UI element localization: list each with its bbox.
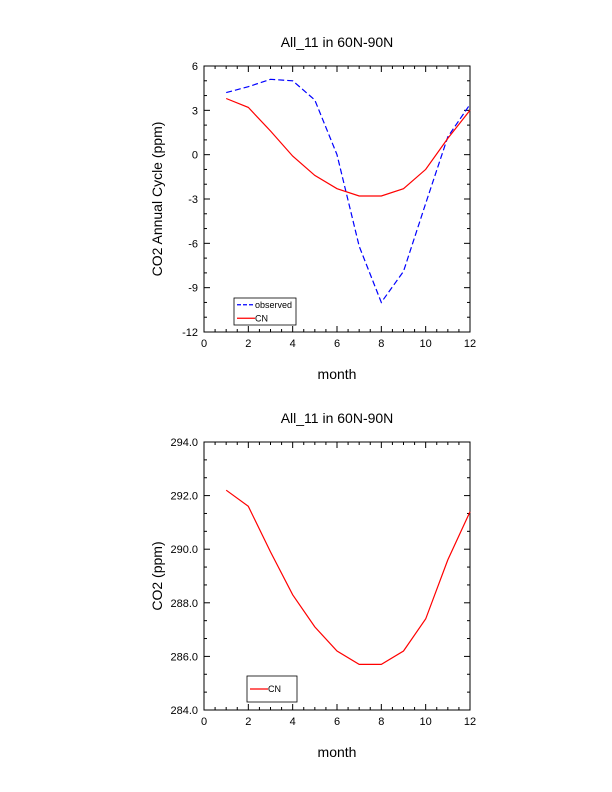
x-tick-label: 4 [290, 716, 296, 728]
x-tick-label: 8 [378, 716, 384, 728]
chart-title: All_11 in 60N-90N [281, 34, 394, 50]
legend-box [233, 297, 297, 326]
x-tick-label: 2 [245, 338, 251, 350]
y-tick-label: -6 [188, 238, 198, 250]
chart-1: All_11 in 60N-90N 0 2 4 6 8 10 12 -12 -9 -6 -3 0 3 6 mo… [149, 34, 476, 382]
y-tick-label: 294.0 [170, 437, 198, 449]
y-tick-label: 292.0 [170, 491, 198, 503]
y-axis-label: CO2 Annual Cycle (ppm) [149, 122, 165, 277]
legend-label-observed: observed [255, 300, 292, 310]
y-axis-label: CO2 (ppm) [149, 541, 165, 610]
series-line-cn [225, 489, 471, 666]
series-line-cn [225, 97, 471, 197]
x-tick-label: 10 [420, 338, 432, 350]
legend: observed CN [233, 297, 297, 326]
y-tick-label: 3 [192, 105, 198, 117]
y-tick-label: 0 [192, 150, 198, 162]
y-tick-label: -3 [188, 194, 198, 206]
chart-title: All_11 in 60N-90N [281, 410, 394, 426]
y-tick-label: -12 [182, 327, 198, 339]
y-tick-label: -9 [188, 283, 198, 295]
plot-frame [203, 441, 471, 711]
x-tick-label: 12 [464, 338, 476, 350]
legend-label-cn: CN [268, 684, 281, 694]
x-tick-label: 6 [334, 338, 340, 350]
x-axis-label: month [318, 744, 357, 760]
x-axis-label: month [318, 366, 357, 382]
y-tick-label: 6 [192, 61, 198, 73]
chart-2: All_11 in 60N-90N 0 2 4 6 8 10 12 284.0 286.0 288.… [149, 410, 476, 760]
y-tick-label: 288.0 [170, 598, 198, 610]
legend: CN [246, 675, 298, 703]
x-tick-label: 4 [290, 338, 296, 350]
x-tick-label: 10 [420, 716, 432, 728]
y-tick-label: 286.0 [170, 651, 198, 663]
legend-label-cn: CN [255, 313, 268, 323]
x-tick-label: 2 [245, 716, 251, 728]
series-line-observed [226, 78, 471, 304]
x-tick-label: 8 [378, 338, 384, 350]
x-tick-label: 0 [201, 716, 207, 728]
x-tick-label: 12 [464, 716, 476, 728]
y-tick-label: 290.0 [170, 544, 198, 556]
x-tick-label: 0 [201, 338, 207, 350]
x-tick-label: 6 [334, 716, 340, 728]
y-tick-label: 284.0 [170, 705, 198, 717]
